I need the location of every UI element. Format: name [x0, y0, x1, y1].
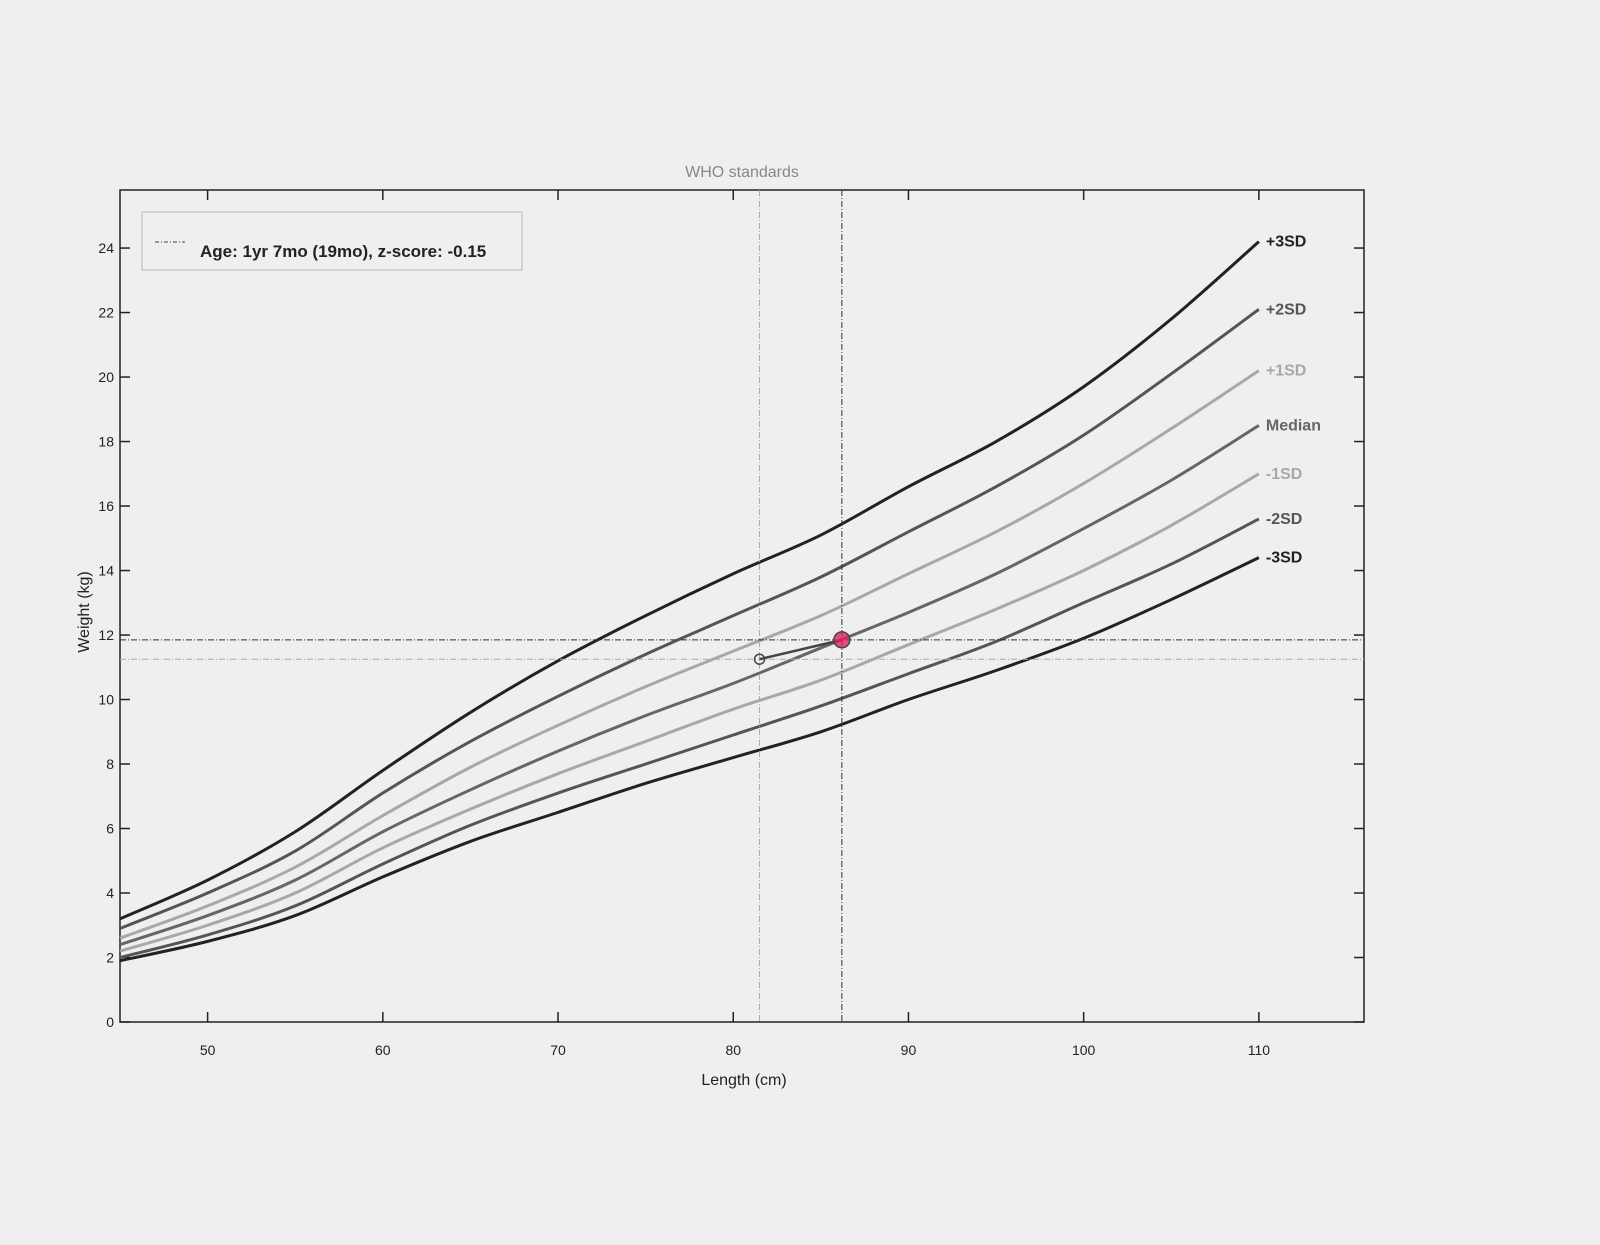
y-tick-label: 18 [98, 434, 114, 450]
sd-curve [119, 424, 1260, 947]
sd-curve [119, 517, 1260, 959]
y-tick-label: 10 [98, 692, 114, 708]
child-point [753, 653, 766, 665]
y-tick-label: 0 [106, 1014, 114, 1030]
plot-frame [119, 189, 1365, 1023]
x-tick-label: 100 [1072, 1042, 1096, 1058]
legend: Age: 1yr 7mo (19mo), z-score: -0.15 [141, 211, 523, 271]
curve-label: +3SD [1266, 234, 1306, 251]
y-tick-label: 6 [106, 821, 114, 837]
legend-label: Age: 1yr 7mo (19mo), z-score: -0.15 [200, 242, 486, 261]
curve-label: +1SD [1266, 363, 1306, 380]
x-tick-label: 50 [200, 1042, 216, 1058]
curve-label: Median [1266, 417, 1321, 434]
child-point [833, 631, 851, 649]
y-tick-label: 4 [106, 885, 114, 901]
x-tick-label: 70 [550, 1042, 566, 1058]
x-axis-label: Length (cm) [701, 1072, 786, 1089]
curve-label: -1SD [1266, 466, 1302, 483]
y-tick-label: 24 [98, 240, 114, 256]
y-tick-label: 8 [106, 756, 114, 772]
x-tick-label: 90 [901, 1042, 917, 1058]
sd-curve [119, 369, 1260, 940]
y-tick-label: 16 [98, 498, 114, 514]
y-axis-label: Weight (kg) [76, 571, 93, 653]
sd-curve [119, 308, 1260, 930]
x-tick-label: 80 [725, 1042, 741, 1058]
curve-label: +2SD [1266, 301, 1306, 318]
x-tick-label: 110 [1248, 1042, 1271, 1058]
y-tick-label: 14 [98, 563, 114, 579]
curve-label: -2SD [1266, 511, 1302, 528]
legend-box [141, 211, 523, 271]
y-tick-label: 12 [98, 627, 114, 643]
chart-title: WHO standards [685, 164, 799, 181]
child-line [759, 638, 843, 661]
y-tick-label: 20 [98, 369, 114, 385]
sd-curve [119, 472, 1260, 953]
sd-curve [119, 240, 1260, 921]
x-tick-label: 60 [375, 1042, 391, 1058]
y-tick-label: 22 [98, 305, 114, 321]
y-tick-label: 2 [106, 950, 114, 966]
curve-label: -3SD [1266, 550, 1302, 567]
sd-curve [119, 556, 1260, 963]
